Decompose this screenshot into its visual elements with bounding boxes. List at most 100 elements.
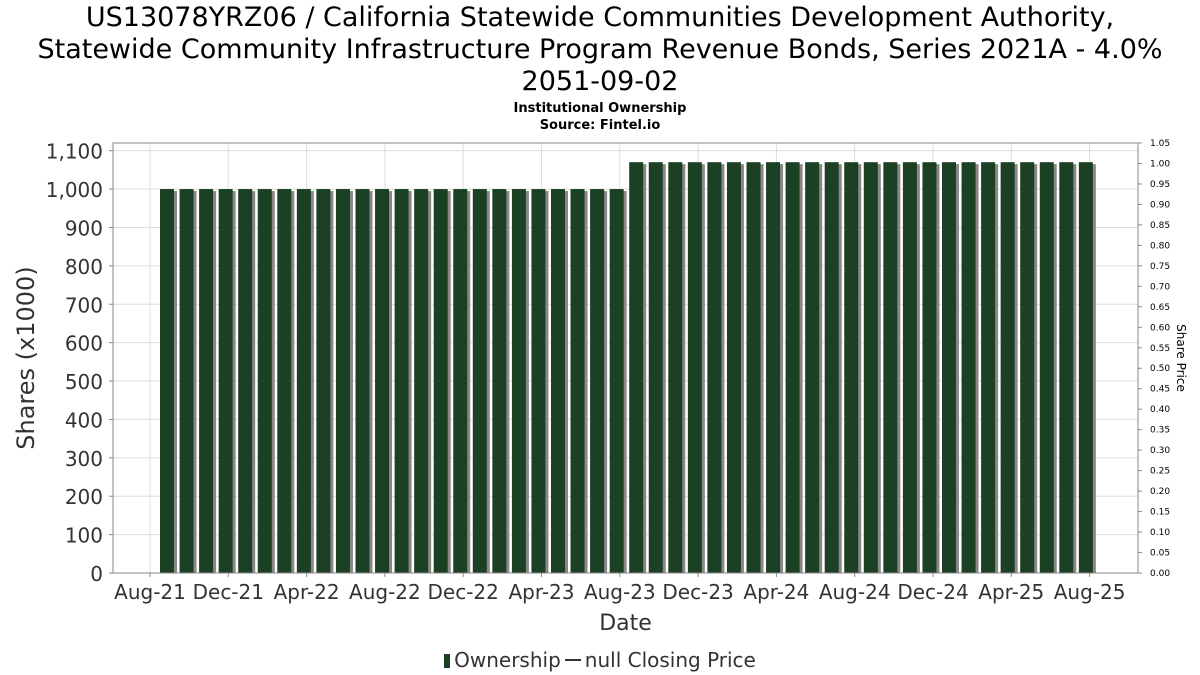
chart-title-line-1: US13078YRZ06 / California Statewide Comm… bbox=[85, 2, 1115, 33]
ownership-bar bbox=[277, 189, 292, 574]
y-tick-label: 600 bbox=[65, 332, 103, 356]
ownership-bar bbox=[238, 189, 253, 574]
chart-source: Source: Fintel.io bbox=[539, 118, 661, 133]
y-tick-label: 0 bbox=[90, 562, 103, 586]
y-tick-label: 1,000 bbox=[46, 178, 103, 202]
ownership-bar bbox=[218, 189, 233, 574]
ownership-bar bbox=[629, 162, 644, 574]
chart-subtitle: Institutional Ownership bbox=[513, 101, 687, 116]
y2-tick-label: 0.70 bbox=[1150, 282, 1170, 292]
y2-tick-label: 0.40 bbox=[1150, 405, 1170, 415]
chart-legend: Ownership null Closing Price bbox=[0, 648, 1200, 672]
ownership-bar bbox=[296, 189, 311, 574]
y-tick-label: 300 bbox=[65, 447, 103, 471]
x-tick-label: Aug-24 bbox=[819, 580, 891, 604]
y2-tick-label: 0.05 bbox=[1150, 549, 1170, 559]
x-tick-label: Aug-21 bbox=[114, 580, 186, 604]
ownership-bar bbox=[746, 162, 761, 574]
y-axis-left: 0 100 200 300 400 500 600 700 800 900 1,000 1,100 bbox=[46, 140, 113, 586]
ownership-legend-swatch bbox=[444, 654, 451, 668]
ownership-bar bbox=[1039, 162, 1054, 574]
ownership-bar bbox=[375, 189, 390, 574]
x-axis: Aug-21 Dec-21 Apr-22 Aug-22 Dec-22 Apr-23 Aug-… bbox=[114, 573, 1125, 604]
ownership-bar bbox=[707, 162, 722, 574]
y2-tick-label: 0.30 bbox=[1150, 446, 1170, 456]
ownership-bar bbox=[160, 189, 174, 574]
x-tick-label: Apr-23 bbox=[509, 580, 575, 604]
y-tick-label: 400 bbox=[65, 408, 103, 432]
y2-tick-label: 0.15 bbox=[1150, 508, 1170, 518]
y2-tick-label: 0.80 bbox=[1150, 241, 1170, 251]
y-axis-label: Shares (x1000) bbox=[12, 266, 40, 449]
ownership-bar bbox=[551, 189, 565, 574]
x-tick-label: Apr-22 bbox=[274, 580, 340, 604]
ownership-bar bbox=[394, 189, 409, 574]
y2-tick-label: 1.00 bbox=[1150, 159, 1170, 169]
ownership-bar bbox=[668, 162, 683, 574]
y2-tick-label: 0.25 bbox=[1150, 467, 1170, 477]
x-tick-label: Dec-21 bbox=[193, 580, 264, 604]
x-tick-label: Dec-22 bbox=[428, 580, 499, 604]
x-tick-label: Apr-25 bbox=[978, 580, 1044, 604]
ownership-bar bbox=[179, 189, 194, 574]
chart-title-line-3: 2051-09-02 bbox=[521, 66, 679, 97]
x-tick-label: Apr-24 bbox=[743, 580, 809, 604]
y2-tick-label: 0.65 bbox=[1150, 303, 1170, 313]
y-tick-label: 900 bbox=[65, 216, 103, 240]
ownership-bar bbox=[805, 162, 820, 574]
y2-tick-label: 0.85 bbox=[1150, 221, 1170, 231]
plot-frame bbox=[112, 142, 1139, 574]
ownership-bar bbox=[1000, 162, 1015, 574]
ownership-bar bbox=[1059, 162, 1074, 574]
x-tick-label: Dec-24 bbox=[897, 580, 968, 604]
ownership-bar bbox=[257, 189, 272, 574]
ownership-bar bbox=[433, 189, 448, 574]
y2-tick-label: 0.00 bbox=[1150, 569, 1170, 579]
ownership-bar bbox=[961, 162, 976, 574]
ownership-bar bbox=[648, 162, 663, 574]
ownership-bar bbox=[902, 162, 917, 574]
y2-axis-label: Share Price bbox=[1174, 324, 1188, 392]
ownership-bar bbox=[766, 162, 781, 574]
ownership-bar bbox=[687, 162, 702, 574]
ownership-bar bbox=[531, 189, 546, 574]
ownership-bar bbox=[355, 189, 370, 574]
ownership-bar bbox=[472, 189, 487, 574]
x-tick-label: Dec-23 bbox=[662, 580, 733, 604]
ownership-bar bbox=[1020, 162, 1035, 574]
ownership-bar bbox=[609, 189, 624, 574]
y-tick-label: 500 bbox=[65, 370, 103, 394]
x-tick-label: Aug-25 bbox=[1054, 580, 1126, 604]
ownership-bar bbox=[844, 162, 859, 574]
ownership-bar bbox=[199, 189, 214, 574]
ownership-bar bbox=[492, 189, 507, 574]
chart-title: US13078YRZ06 / California Statewide Comm… bbox=[0, 2, 1200, 98]
ownership-bar bbox=[335, 189, 350, 574]
y2-tick-label: 0.55 bbox=[1150, 344, 1170, 354]
ownership-bar bbox=[1078, 162, 1093, 574]
ownership-bar bbox=[453, 189, 468, 574]
x-tick-label: Aug-22 bbox=[349, 580, 421, 604]
ownership-bar bbox=[414, 189, 429, 574]
ownership-bar bbox=[981, 162, 996, 574]
y2-tick-label: 0.10 bbox=[1150, 528, 1170, 538]
y2-tick-label: 0.45 bbox=[1150, 385, 1170, 395]
y2-tick-label: 0.75 bbox=[1150, 262, 1170, 272]
y-tick-label: 1,100 bbox=[46, 140, 103, 164]
y2-tick-label: 0.95 bbox=[1150, 180, 1170, 190]
ownership-bar bbox=[883, 162, 898, 574]
ownership-bars bbox=[160, 162, 1096, 574]
ownership-bar bbox=[570, 189, 585, 574]
chart-title-line-2: Statewide Community Infrastructure Progr… bbox=[37, 34, 1163, 65]
price-legend-label: null Closing Price bbox=[584, 648, 756, 672]
x-tick-label: Aug-23 bbox=[584, 580, 656, 604]
y2-tick-label: 0.50 bbox=[1150, 364, 1170, 374]
y2-tick-label: 0.60 bbox=[1150, 323, 1170, 333]
ownership-legend-label: Ownership bbox=[454, 648, 561, 672]
ownership-bar bbox=[863, 162, 878, 574]
ownership-bar bbox=[942, 162, 956, 574]
ownership-bar bbox=[590, 189, 605, 574]
y-tick-label: 800 bbox=[65, 255, 103, 279]
ownership-bar bbox=[922, 162, 937, 574]
